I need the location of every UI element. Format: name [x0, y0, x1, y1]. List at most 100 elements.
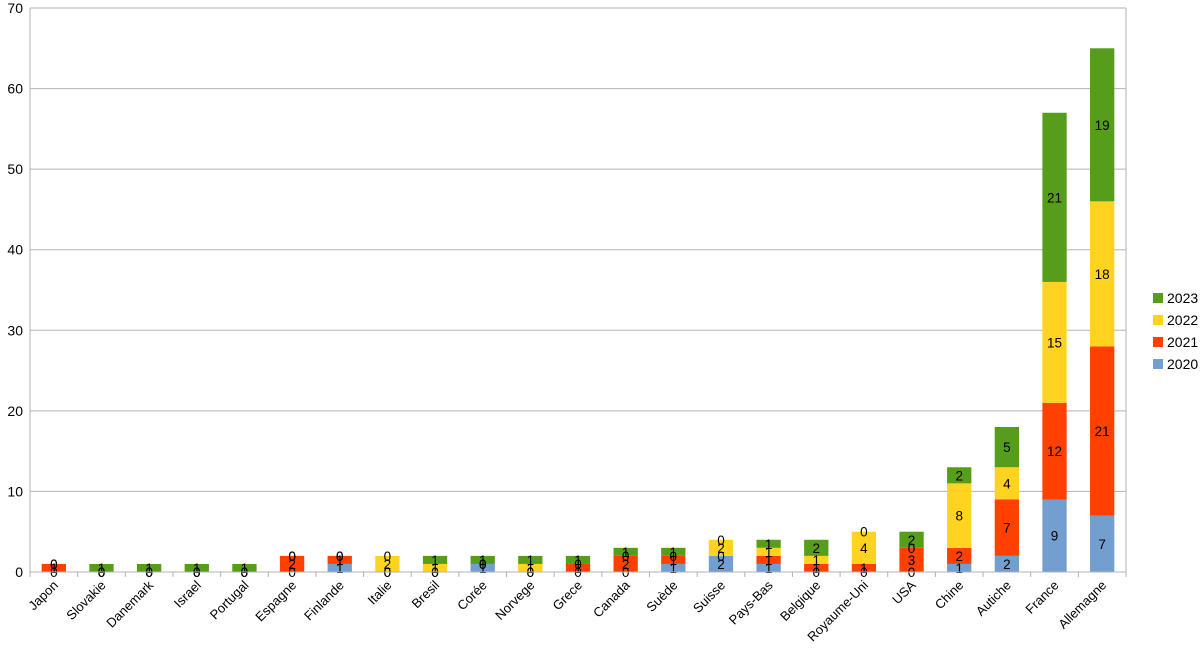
legend-swatch	[1153, 315, 1163, 325]
data-label: 4	[1003, 476, 1011, 491]
bar-segment	[279, 555, 305, 572]
data-label: 3	[908, 553, 916, 568]
y-tick-label: 30	[7, 322, 23, 338]
x-category-label: Danemark	[103, 577, 156, 630]
bar-segment	[1090, 515, 1115, 572]
bar-segment	[1090, 201, 1115, 347]
bar-segment	[327, 563, 352, 572]
bar-segment	[184, 563, 209, 572]
bar-segment	[994, 555, 1020, 572]
x-category-label: Espagne	[252, 578, 299, 625]
y-tick-label: 10	[7, 483, 23, 499]
bar-segment	[756, 555, 781, 564]
legend-swatch	[1153, 359, 1163, 369]
data-label: 1	[622, 545, 630, 560]
data-label: 9	[1051, 529, 1059, 544]
data-label: 12	[1047, 444, 1062, 459]
data-label: 2	[908, 533, 916, 548]
gridlines	[30, 7, 1126, 573]
data-label: 19	[1095, 118, 1110, 133]
data-label: 2	[717, 541, 725, 556]
data-label: 1	[955, 561, 963, 576]
bar-segment	[1090, 346, 1115, 516]
x-category-label: Portugal	[207, 577, 252, 622]
bar-segment	[947, 483, 972, 548]
data-label: 1	[670, 545, 678, 560]
data-label: 1	[670, 561, 678, 576]
bars	[41, 48, 1115, 572]
data-label: 1	[431, 553, 439, 568]
bar-segment	[470, 563, 495, 572]
bar-segment	[422, 563, 448, 572]
bar-segment	[708, 555, 734, 572]
data-label: 2	[955, 549, 963, 564]
bar-segment	[994, 467, 1020, 500]
data-label: 2	[717, 557, 725, 572]
data-label: 2	[622, 557, 630, 572]
data-label: 1	[765, 553, 773, 568]
data-label: 0	[336, 549, 344, 564]
x-category-label: Norvege	[492, 578, 537, 623]
legend-label: 2021	[1167, 334, 1198, 350]
data-label: 0	[908, 541, 916, 556]
data-label: 1	[241, 561, 249, 576]
x-category-label: Slovakie	[63, 578, 108, 623]
data-label: 0	[384, 549, 392, 564]
y-axis-ticks: 0 10 20 30 40 50 60 70	[7, 0, 23, 580]
bar-segment	[947, 467, 972, 484]
bar-segment	[565, 555, 591, 564]
x-category-label: USA	[889, 577, 919, 607]
bar-segment	[327, 555, 352, 564]
data-label: 1	[145, 561, 153, 576]
x-category-label: Corée	[454, 578, 490, 614]
legend-label: 2020	[1167, 356, 1198, 372]
bar-segment	[232, 563, 257, 572]
legend-label: 2022	[1167, 312, 1198, 328]
bar-segment	[89, 563, 114, 572]
data-label: 1	[574, 553, 582, 568]
y-tick-label: 60	[7, 81, 23, 97]
data-label: 0	[717, 549, 725, 564]
x-category-label: Finlande	[301, 578, 347, 624]
bar-segment	[136, 563, 162, 572]
bar-segment	[1042, 281, 1067, 403]
bar-segment	[1090, 48, 1115, 202]
bar-segment	[565, 563, 591, 572]
bar-segment	[41, 563, 66, 572]
data-label: 0	[479, 557, 487, 572]
data-label: 1	[574, 561, 582, 576]
data-label: 4	[860, 541, 868, 556]
bar-segment	[518, 555, 543, 564]
data-label: 0	[479, 557, 487, 572]
data-label: 0	[670, 549, 678, 564]
data-label: 1	[50, 561, 58, 576]
data-label: 1	[765, 561, 773, 576]
x-category-label: Grece	[549, 578, 585, 614]
bar-segment	[851, 563, 877, 572]
data-label: 0	[288, 549, 296, 564]
data-label: 1	[431, 561, 439, 576]
data-label: 1	[527, 561, 535, 576]
x-category-label: Italie	[364, 578, 394, 608]
bar-segment	[994, 499, 1020, 556]
data-label: 1	[479, 553, 487, 568]
data-label: 1	[813, 561, 821, 576]
data-label: 7	[1003, 521, 1011, 536]
x-category-label: Allemagne	[1055, 578, 1109, 632]
data-label: 0	[622, 549, 630, 564]
data-label: 1	[860, 561, 868, 576]
bar-segment	[661, 563, 686, 572]
bar-segment	[756, 539, 781, 548]
data-label: 1	[336, 553, 344, 568]
data-label: 0	[50, 557, 58, 572]
bar-segment	[947, 547, 972, 564]
y-tick-label: 50	[7, 161, 23, 177]
y-tick-label: 70	[7, 0, 23, 16]
data-label: 21	[1095, 424, 1110, 439]
data-label: 0	[50, 557, 58, 572]
data-label: 0	[717, 533, 725, 548]
bar-segment	[1042, 402, 1067, 500]
data-label: 1	[336, 561, 344, 576]
bar-segment	[899, 531, 924, 548]
